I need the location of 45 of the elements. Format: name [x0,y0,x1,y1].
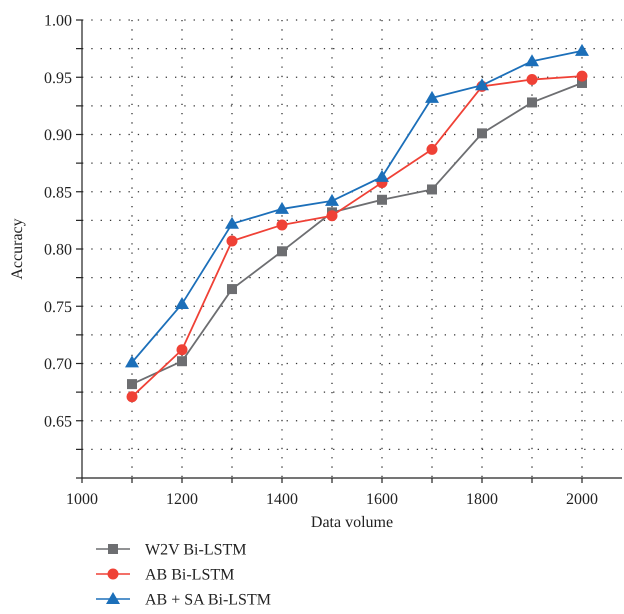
point [426,144,438,155]
x-tick-label: 1000 [66,491,98,508]
point [226,235,238,246]
y-tick-label: 0.85 [44,184,72,202]
point [525,54,539,66]
y-tick-label: 0.95 [44,70,72,87]
y-axis-title: Accuracy [9,218,26,280]
legend-label: AB Bi-LSTM [145,566,234,584]
point [325,194,339,206]
point [177,356,187,366]
point [526,74,538,86]
point [377,194,387,205]
point [277,246,287,256]
point [475,78,489,90]
point [176,344,188,356]
legend-label: W2V Bi-LSTM [145,542,246,559]
point [477,128,487,138]
point [326,210,338,222]
y-tick-label: 0.80 [44,242,72,259]
y-tick-label: 0.70 [44,356,72,374]
y-tick-label: 0.90 [44,127,72,144]
point [227,284,237,294]
legend-label: AB + SA Bi-LSTM [145,592,271,609]
point [125,355,139,368]
x-tick-label: 1400 [266,491,298,508]
x-tick-label: 1200 [166,491,198,508]
point [527,97,537,108]
point [576,70,588,82]
x-tick-label: 1600 [366,491,398,508]
y-tick-label: 1.00 [44,12,72,30]
point [425,90,439,103]
point [175,296,189,309]
y-tick-label: 0.65 [44,413,72,430]
x-tick-label: 2000 [566,491,598,508]
point [126,391,138,402]
point [276,219,288,230]
x-axis-title: Data volume [310,514,394,531]
point [225,216,239,229]
point [375,170,389,182]
point [275,202,289,214]
point [427,184,437,194]
y-tick-label: 0.75 [44,298,72,316]
x-tick-label: 1800 [466,491,498,508]
point [127,379,137,390]
point [575,44,589,56]
